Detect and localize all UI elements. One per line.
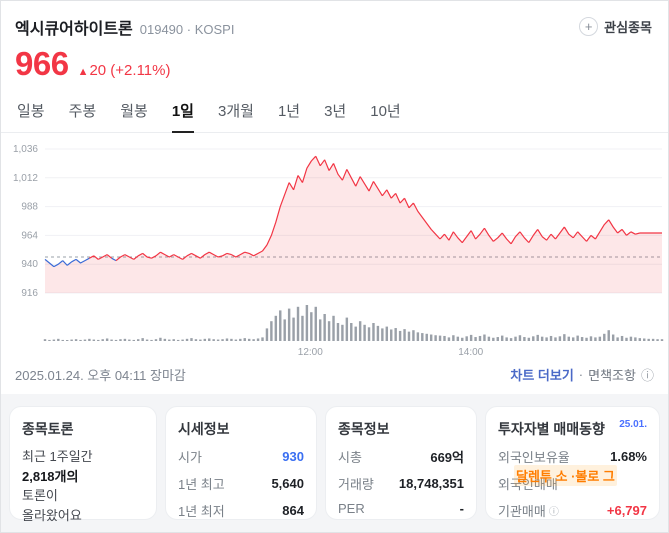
per-value: - (459, 501, 464, 516)
market-close-time: 2025.01.24. 오후 04:11 장마감 (15, 368, 186, 383)
svg-text:988: 988 (21, 202, 38, 213)
svg-text:940: 940 (21, 259, 38, 270)
stock-code-market: 019490 · KOSPI (139, 22, 235, 37)
title-row: 엑시큐어하이트론 019490 · KOSPI (15, 15, 234, 39)
discussion-line: 토론이 (22, 488, 58, 503)
tab-1year[interactable]: 1년 (277, 103, 301, 120)
intraday-price-chart[interactable]: 1,036 1,012 988 964 940 916 12:00 14:00 (1, 141, 668, 359)
investors-card-title: 투자자별 매매동향 (498, 421, 605, 437)
chart-svg: 1,036 1,012 988 964 940 916 12:00 14:00 (13, 144, 664, 358)
year-low: 864 (282, 503, 304, 518)
period-tabs: 일봉 주봉 월봉 1일 3개월 1년 3년 10년 (1, 93, 668, 133)
tab-3years[interactable]: 3년 (324, 103, 347, 120)
plus-icon: + (579, 17, 599, 36)
svg-text:916: 916 (21, 288, 38, 299)
current-price: 966 (15, 45, 69, 82)
dot-separator: · (578, 367, 584, 382)
tab-daily[interactable]: 일봉 (17, 103, 45, 120)
tab-10years[interactable]: 10년 (370, 103, 401, 120)
discussion-card[interactable]: 종목토론 최근 1주일간 2,818개의 토론이 올라왔어요 (9, 406, 157, 523)
market-cap: 669억 (430, 450, 464, 465)
tab-monthly[interactable]: 월봉 (120, 103, 148, 120)
investors-row-foreign-trade: 외국인매매 (498, 477, 558, 492)
add-watchlist-button[interactable]: + 관심종목 (577, 15, 654, 38)
investors-card-date: 25.01. (619, 419, 647, 430)
discussion-line: 최근 1주일간 (22, 449, 93, 464)
stock-info-card[interactable]: 종목정보 시총 669억 거래량 18,748,351 PER - (325, 406, 477, 520)
quote-card-title: 시세정보 (178, 421, 230, 437)
change-text: 20 (+2.11%) (89, 62, 171, 79)
foreign-ownership: 1.68% (610, 449, 647, 464)
svg-text:14:00: 14:00 (458, 347, 483, 358)
quote-row-52w-high: 1년 최고 5,640 (178, 476, 304, 492)
info-row-marketcap: 시총 669억 (338, 447, 464, 466)
info-icon[interactable]: ⓘ (640, 368, 654, 383)
svg-text:964: 964 (21, 230, 38, 241)
tab-3months[interactable]: 3개월 (217, 103, 254, 120)
summary-cards: 종목토론 최근 1주일간 2,818개의 토론이 올라왔어요 시세정보 시가 9… (1, 394, 668, 532)
disclaimer-link[interactable]: 면책조항 (588, 368, 636, 383)
open-price: 930 (282, 449, 304, 464)
info-icon[interactable]: ⓘ (548, 507, 559, 518)
price-change: ▲20 (+2.11%) (78, 62, 171, 79)
tab-weekly[interactable]: 주봉 (68, 103, 97, 120)
tab-1day[interactable]: 1일 (171, 93, 194, 133)
price-row: 966 ▲20 (+2.11%) (1, 39, 668, 83)
svg-text:1,036: 1,036 (13, 144, 38, 155)
discussion-line: 올라왔어요 (22, 507, 82, 523)
info-row-per: PER - (338, 501, 464, 516)
discussion-card-title: 종목토론 (22, 421, 74, 437)
quote-info-card[interactable]: 시세정보 시가 930 1년 최고 5,640 1년 최저 864 (165, 406, 317, 520)
svg-text:1,012: 1,012 (13, 173, 38, 184)
watchlist-label: 관심종목 (604, 20, 652, 35)
stock-name: 엑시큐어하이트론 (15, 21, 133, 38)
discussion-count: 2,818개의 (22, 468, 79, 484)
investors-row-institution: 기관매매 ⓘ +6,797 (498, 503, 647, 519)
quote-row-open: 시가 930 (178, 449, 304, 465)
chart-more-link[interactable]: 차트 더보기 (510, 368, 574, 383)
institution-trade: +6,797 (606, 503, 647, 518)
investor-trading-card[interactable]: 투자자별 매매동향 25.01. 외국인보유율 1.68% 외국인매매 기관매매… (485, 406, 660, 520)
svg-text:12:00: 12:00 (298, 347, 323, 358)
up-arrow-icon: ▲ (77, 66, 89, 78)
info-row-volume: 거래량 18,748,351 (338, 476, 464, 492)
investors-row-foreign-ratio: 외국인보유율 1.68% (498, 449, 647, 465)
info-card-title: 종목정보 (338, 421, 390, 437)
trade-volume: 18,748,351 (398, 476, 464, 491)
header: 엑시큐어하이트론 019490 · KOSPI + 관심종목 (1, 1, 668, 39)
chart-footer: 2025.01.24. 오후 04:11 장마감 차트 더보기 · 면책조항 ⓘ (1, 359, 668, 394)
year-high: 5,640 (271, 476, 304, 491)
quote-row-52w-low: 1년 최저 864 (178, 503, 304, 519)
